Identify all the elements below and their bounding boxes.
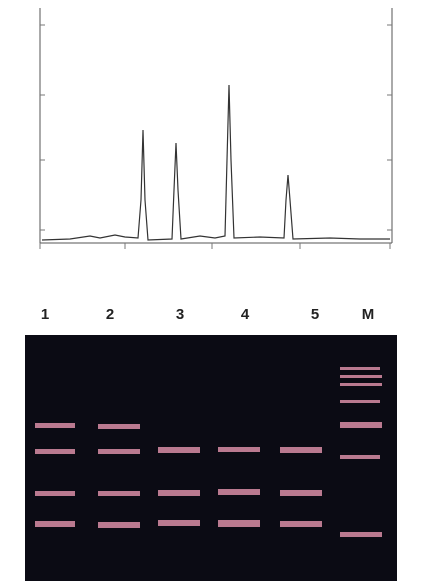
band [98, 449, 140, 454]
band [98, 491, 140, 496]
band [158, 490, 200, 496]
band [158, 447, 200, 453]
band [35, 521, 75, 527]
band [340, 400, 380, 403]
lane-labels: 1 2 3 4 5 M [41, 306, 374, 323]
band [35, 423, 75, 428]
band [340, 383, 382, 386]
trace [42, 85, 390, 240]
lane-label: 1 [41, 306, 49, 323]
band [280, 447, 322, 453]
band [340, 532, 382, 537]
lane-label: 2 [106, 306, 114, 323]
band [340, 375, 382, 378]
band [340, 422, 382, 428]
axis-ticks [40, 25, 392, 249]
band [280, 490, 322, 496]
band [218, 447, 260, 452]
band [340, 455, 380, 459]
band [280, 521, 322, 527]
band [35, 491, 75, 496]
figure: 1 2 3 4 5 M [0, 0, 429, 586]
band [218, 489, 260, 495]
chromatogram [40, 8, 392, 249]
lane-label: 3 [176, 306, 184, 323]
band [340, 367, 380, 370]
band [218, 520, 260, 527]
band [35, 449, 75, 454]
page: 12345M (() => { const data = JSON.parse(… [0, 0, 429, 586]
lane-label: M [362, 306, 375, 323]
lane-label: 4 [241, 306, 250, 323]
band [158, 520, 200, 526]
lane-label: 5 [311, 306, 319, 323]
band [98, 522, 140, 528]
band [98, 424, 140, 429]
